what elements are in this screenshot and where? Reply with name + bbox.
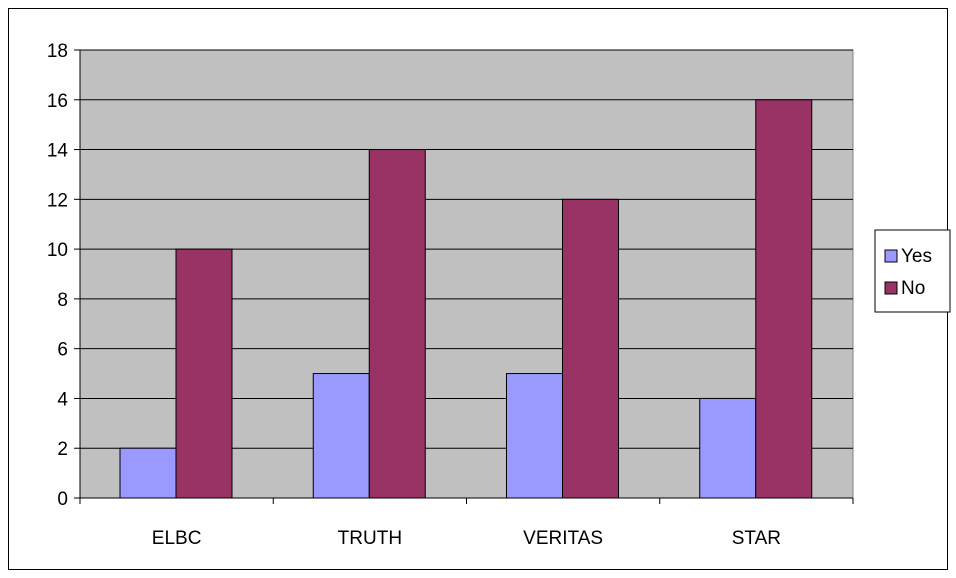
bar-no-truth bbox=[369, 150, 425, 498]
bar-yes-star bbox=[700, 398, 756, 498]
bar-yes-truth bbox=[313, 374, 369, 498]
legend-swatch-yes bbox=[885, 250, 897, 262]
y-tick-label: 12 bbox=[47, 190, 68, 211]
y-tick-label: 0 bbox=[57, 489, 68, 510]
legend-swatch-no bbox=[885, 282, 897, 294]
y-tick-label: 16 bbox=[47, 91, 68, 112]
x-tick-label: ELBC bbox=[152, 528, 202, 549]
legend: Yes No bbox=[875, 230, 950, 312]
bar-yes-elbc bbox=[120, 448, 176, 498]
bar-yes-veritas bbox=[507, 374, 563, 498]
legend-box bbox=[875, 230, 950, 312]
y-tick-label: 6 bbox=[57, 340, 68, 361]
bar-no-veritas bbox=[563, 199, 619, 498]
y-tick-label: 4 bbox=[57, 389, 68, 410]
x-tick-label: TRUTH bbox=[338, 528, 402, 549]
bar-no-star bbox=[756, 100, 812, 498]
y-tick-label: 18 bbox=[47, 41, 68, 62]
y-tick-label: 8 bbox=[57, 290, 68, 311]
x-tick-label: VERITAS bbox=[523, 528, 603, 549]
bar-no-elbc bbox=[176, 249, 232, 498]
legend-label-yes: Yes bbox=[901, 246, 932, 267]
y-tick-label: 2 bbox=[57, 439, 68, 460]
y-tick-label: 10 bbox=[47, 240, 68, 261]
y-tick-label: 14 bbox=[47, 141, 69, 162]
x-tick-label: STAR bbox=[732, 528, 781, 549]
legend-label-no: No bbox=[901, 278, 925, 299]
